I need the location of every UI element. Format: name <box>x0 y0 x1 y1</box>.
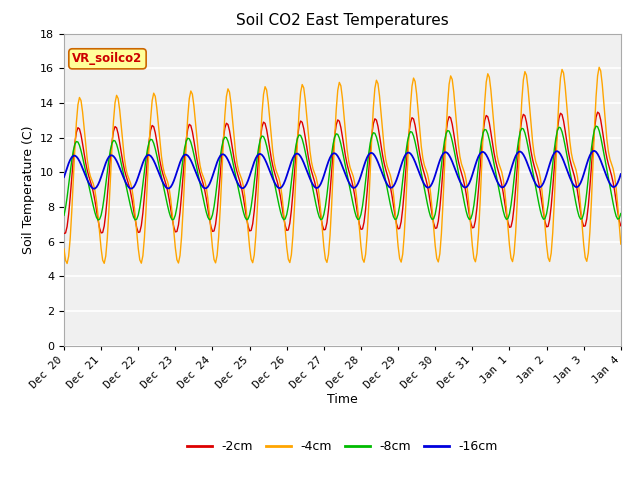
Legend: -2cm, -4cm, -8cm, -16cm: -2cm, -4cm, -8cm, -16cm <box>182 435 503 458</box>
X-axis label: Time: Time <box>327 393 358 406</box>
Title: Soil CO2 East Temperatures: Soil CO2 East Temperatures <box>236 13 449 28</box>
Y-axis label: Soil Temperature (C): Soil Temperature (C) <box>22 125 35 254</box>
Text: VR_soilco2: VR_soilco2 <box>72 52 143 65</box>
